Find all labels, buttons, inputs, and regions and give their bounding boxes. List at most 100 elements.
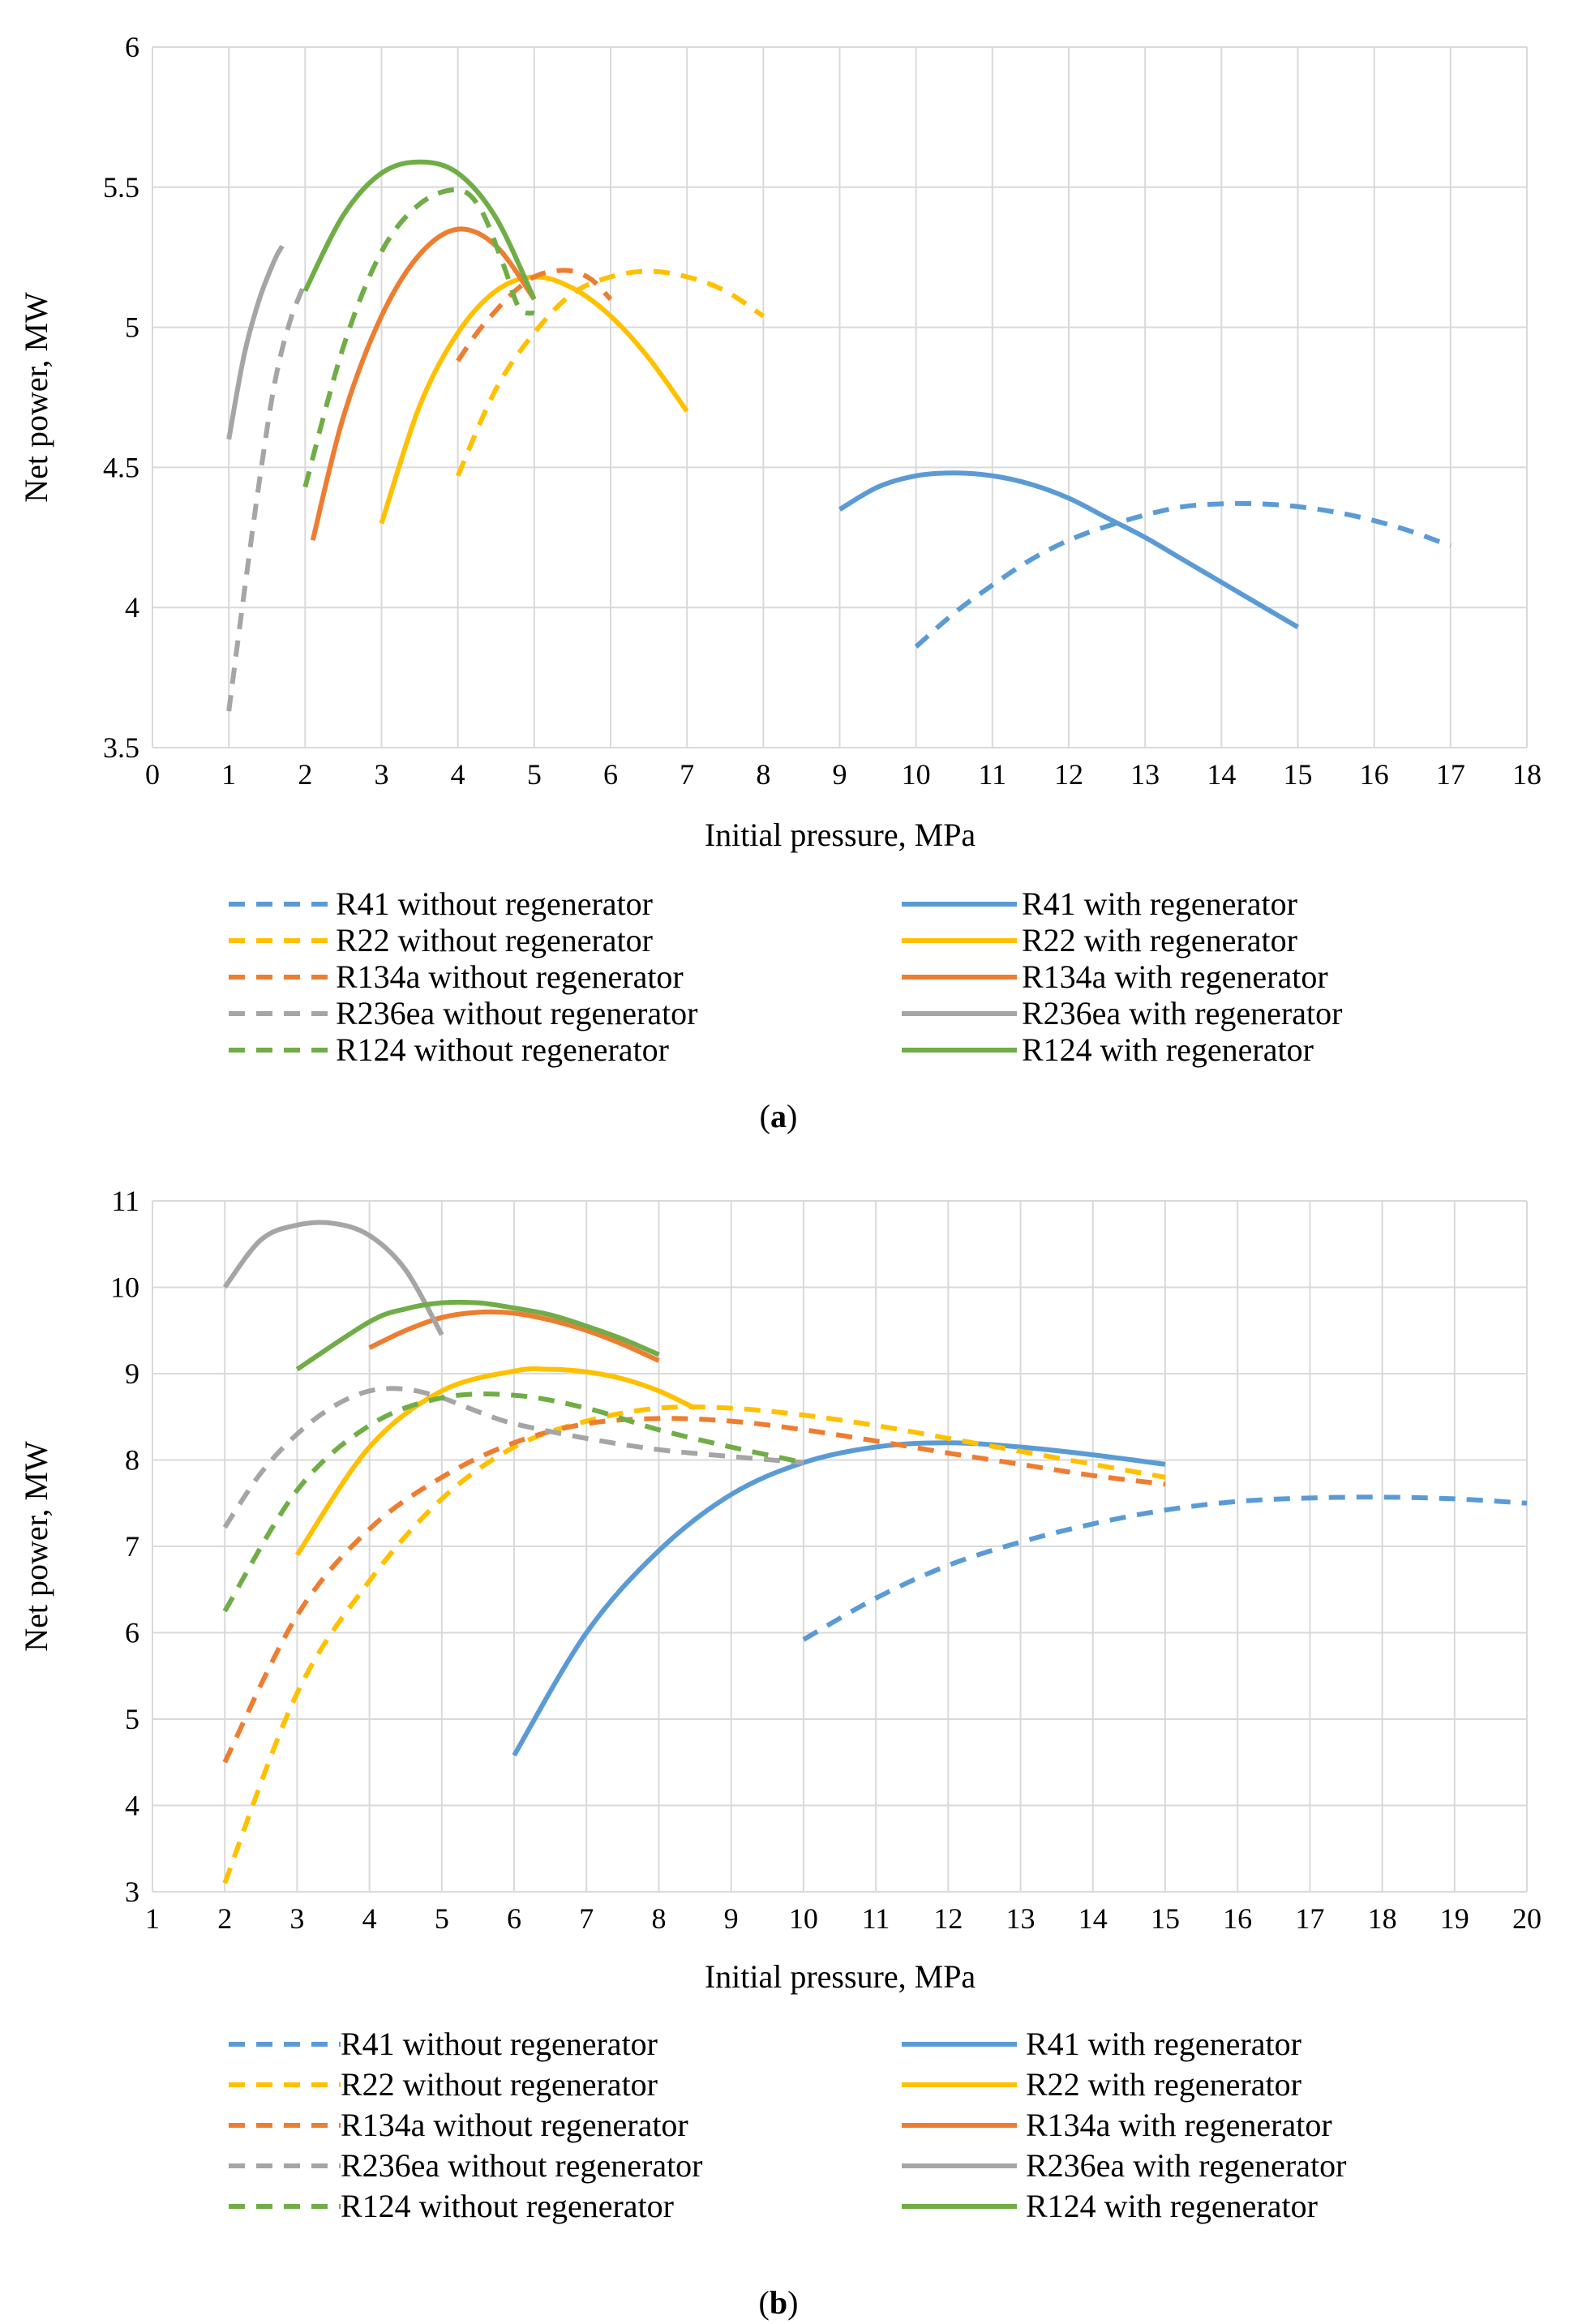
legend: R41 without regenerator R41 with regenera… bbox=[229, 2026, 1346, 2224]
series-group bbox=[226, 159, 1452, 712]
y-tick-label: 9 bbox=[125, 1357, 139, 1390]
series-line-r124-without-regenerator bbox=[302, 187, 535, 488]
x-tick-label: 6 bbox=[507, 1902, 521, 1935]
y-tick-label: 6 bbox=[125, 1617, 139, 1649]
x-tick-label: 5 bbox=[527, 758, 542, 791]
x-tick-label: 0 bbox=[145, 758, 160, 791]
x-tick-label: 16 bbox=[1360, 758, 1389, 791]
figure-caption: (a) bbox=[760, 1098, 798, 1134]
legend-label: R124 without regenerator bbox=[341, 2188, 674, 2224]
x-tick-label: 17 bbox=[1295, 1902, 1324, 1935]
series-line-r236ea-without-regenerator bbox=[226, 281, 308, 712]
y-tick-label: 10 bbox=[110, 1271, 139, 1304]
series-line-r41-without-regenerator bbox=[802, 1494, 1528, 1642]
x-tick-label: 8 bbox=[756, 758, 770, 791]
x-tick-label: 7 bbox=[680, 758, 694, 791]
series-line-r22-with-regenerator bbox=[294, 1366, 697, 1557]
x-tick-label: 1 bbox=[145, 1902, 160, 1935]
x-tick-label: 13 bbox=[1006, 1902, 1036, 1935]
legend-item: R124 with regenerator bbox=[902, 2188, 1318, 2224]
x-tick-label: 10 bbox=[902, 758, 931, 791]
y-tick-label: 8 bbox=[125, 1444, 139, 1477]
series-line-r236ea-with-regenerator bbox=[226, 244, 285, 440]
x-axis-title: Initial pressure, MPa bbox=[705, 1958, 976, 1995]
series-line-r124-without-regenerator bbox=[222, 1391, 804, 1613]
x-tick-label: 2 bbox=[217, 1902, 232, 1935]
legend-label: R41 without regenerator bbox=[336, 885, 653, 922]
legend-label: R22 with regenerator bbox=[1022, 922, 1297, 958]
legend-label: R134a with regenerator bbox=[1026, 2107, 1332, 2143]
series-line-r41-with-regenerator bbox=[512, 1440, 1166, 1757]
legend-label: R134a without regenerator bbox=[336, 958, 684, 995]
legend-item: R134a without regenerator bbox=[229, 958, 684, 995]
legend-label: R236ea with regenerator bbox=[1022, 995, 1342, 1031]
x-axis-title: Initial pressure, MPa bbox=[705, 817, 976, 853]
chart-a: 0 1 2 3 4 5 6 7 8 9 10 11 12 13 14 15 16 17 183.544.555.56… bbox=[18, 31, 1542, 1134]
figure-caption: (b) bbox=[759, 2284, 799, 2321]
series-line-r134a-with-regenerator bbox=[310, 226, 537, 541]
legend-item: R41 with regenerator bbox=[902, 885, 1297, 922]
legend-item: R22 without regenerator bbox=[229, 922, 653, 958]
y-tick-label: 5 bbox=[125, 311, 139, 344]
legend-item: R124 with regenerator bbox=[902, 1031, 1314, 1068]
legend-label: R124 with regenerator bbox=[1022, 1031, 1314, 1068]
legend-label: R22 without regenerator bbox=[341, 2066, 658, 2103]
x-tick-label: 14 bbox=[1078, 1902, 1108, 1935]
series-line-r134a-without-regenerator bbox=[456, 268, 613, 362]
series-line-r22-without-regenerator bbox=[222, 1404, 1166, 1884]
x-tick-label: 17 bbox=[1436, 758, 1465, 791]
x-tick-label: 8 bbox=[651, 1902, 666, 1935]
legend-label: R124 without regenerator bbox=[336, 1031, 669, 1068]
series-line-r236ea-with-regenerator bbox=[222, 1220, 444, 1336]
x-tick-label: 15 bbox=[1284, 758, 1313, 791]
y-axis-title: Net power, MW bbox=[18, 1441, 54, 1652]
legend-item: R41 with regenerator bbox=[902, 2026, 1301, 2062]
x-tick-label: 15 bbox=[1151, 1902, 1180, 1935]
gridlines bbox=[152, 1200, 1528, 1893]
legend-item: R236ea without regenerator bbox=[229, 2147, 703, 2184]
x-tick-label: 1 bbox=[221, 758, 236, 791]
y-axis-title: Net power, MW bbox=[18, 292, 54, 503]
caption-letter: a bbox=[770, 1098, 787, 1134]
series-line-r124-with-regenerator bbox=[302, 159, 537, 301]
legend-label: R236ea with regenerator bbox=[1026, 2147, 1346, 2184]
chart-b: 1 2 3 4 5 6 7 8 9 10 11 12 13 14 15 16 17 18 19 20345678910… bbox=[18, 1185, 1542, 2321]
x-tick-label: 18 bbox=[1512, 758, 1542, 791]
legend-label: R22 with regenerator bbox=[1026, 2066, 1301, 2103]
series-line-r134a-without-regenerator bbox=[222, 1416, 1166, 1764]
y-tick-label: 4 bbox=[125, 591, 139, 624]
legend-item: R41 without regenerator bbox=[229, 2026, 658, 2062]
x-tick-label: 13 bbox=[1130, 758, 1160, 791]
x-tick-label: 20 bbox=[1512, 1902, 1542, 1935]
legend-label: R236ea without regenerator bbox=[341, 2147, 703, 2184]
x-tick-label: 4 bbox=[362, 1902, 377, 1935]
legend-item: R22 with regenerator bbox=[902, 2066, 1301, 2103]
legend-label: R134a with regenerator bbox=[1022, 958, 1328, 995]
x-tick-label: 11 bbox=[862, 1902, 890, 1935]
y-tick-label: 5 bbox=[125, 1703, 139, 1735]
x-tick-label: 9 bbox=[724, 1902, 739, 1935]
legend-item: R236ea with regenerator bbox=[902, 2147, 1346, 2184]
series-line-r22-without-regenerator bbox=[455, 268, 765, 477]
x-tick-label: 5 bbox=[435, 1902, 449, 1935]
legend-label: R134a without regenerator bbox=[341, 2107, 688, 2143]
x-tick-label: 14 bbox=[1207, 758, 1236, 791]
y-tick-label: 6 bbox=[125, 31, 139, 63]
x-tick-label: 4 bbox=[451, 758, 465, 791]
legend-item: R22 with regenerator bbox=[902, 922, 1297, 958]
y-tick-label: 11 bbox=[111, 1185, 139, 1217]
y-tick-label: 4 bbox=[125, 1790, 139, 1822]
legend-item: R124 without regenerator bbox=[229, 2188, 674, 2224]
y-tick-label: 7 bbox=[125, 1530, 139, 1563]
series-line-r124-with-regenerator bbox=[295, 1299, 660, 1372]
series-line-r236ea-without-regenerator bbox=[222, 1386, 804, 1529]
x-tick-label: 19 bbox=[1440, 1902, 1469, 1935]
x-tick-label: 9 bbox=[833, 758, 847, 791]
y-tick-label: 3 bbox=[125, 1876, 139, 1908]
legend-item: R134a with regenerator bbox=[902, 958, 1328, 995]
legend-label: R41 with regenerator bbox=[1026, 2026, 1301, 2062]
series-line-r134a-with-regenerator bbox=[368, 1309, 660, 1363]
caption-letter: b bbox=[770, 2284, 787, 2321]
x-tick-label: 12 bbox=[1054, 758, 1083, 791]
